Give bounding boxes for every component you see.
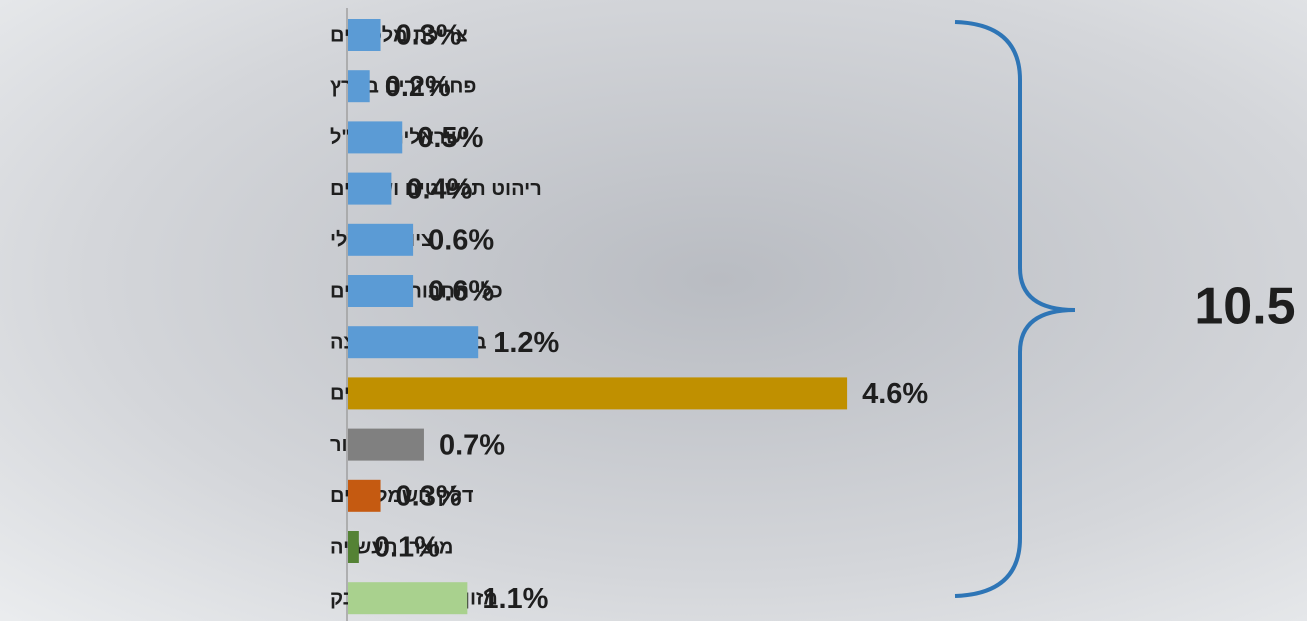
bar (348, 224, 413, 256)
value-label: 1.2% (493, 327, 559, 359)
value-label: 0.4% (406, 173, 472, 205)
bar (348, 582, 467, 614)
value-label: 0.3% (396, 20, 462, 52)
bar (348, 480, 381, 512)
bar (348, 377, 847, 409)
value-label: 4.6% (862, 378, 928, 410)
value-label: 0.3% (396, 480, 462, 512)
bar (348, 70, 370, 102)
value-label: 0.6% (428, 224, 494, 256)
background (0, 0, 1307, 621)
bar (348, 121, 402, 153)
bar (348, 275, 413, 307)
bar (348, 531, 359, 563)
value-label: 0.1% (374, 532, 440, 564)
value-label: 1.1% (482, 583, 548, 615)
value-label: 0.5% (417, 122, 483, 154)
bar (348, 429, 424, 461)
total-annotation: 10.5 (1194, 278, 1295, 336)
chart: 10.5 צריכת מלכ"רים0.3%פחות זרים בארץ0.2%… (0, 0, 1307, 621)
bar (348, 19, 381, 51)
value-label: 0.2% (385, 71, 451, 103)
bar (348, 173, 391, 205)
bar (348, 326, 478, 358)
value-label: 0.7% (439, 429, 505, 461)
value-label: 0.6% (428, 276, 494, 308)
